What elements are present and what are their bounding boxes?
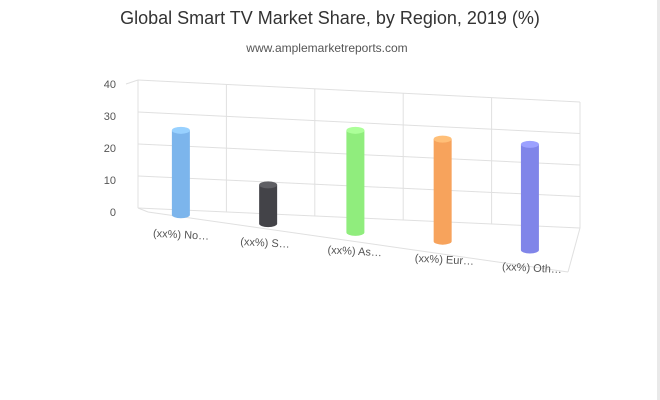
bar-body [171,130,190,219]
chart-title: Global Smart TV Market Share, by Region,… [120,8,540,28]
bar-cap [346,126,365,134]
x-tick-label: (xx%) Eur… [415,253,475,268]
x-tick-label: (xx%) No… [153,228,210,243]
bar [433,135,452,245]
bar-cap [433,135,452,143]
floor-edge [567,227,581,273]
x-tick-label: (xx%) S… [240,236,290,251]
bar [520,140,539,254]
bar-cap [171,126,190,134]
y-tick-label: 30 [104,111,116,123]
bar-body [346,130,365,236]
x-axis-labels: (xx%) No… (xx%) S… (xx%) As… (xx%) Eur… (xx%… [153,228,562,276]
page-edge-rail [657,0,660,400]
x-tick-label: (xx%) Oth… [502,261,562,276]
wall-edge [125,79,139,85]
grid-line [137,111,581,134]
bar-cap [259,181,278,189]
chart-subtitle: www.amplemarketreports.com [245,41,407,55]
bar-body [433,139,452,245]
floor-edge [137,207,149,213]
y-tick-label: 40 [104,79,116,91]
bars [171,126,539,254]
bar-body [520,144,539,254]
floor-edge [147,211,569,273]
plot-frame [125,79,581,273]
grid-line [137,79,581,103]
bar-body [259,184,278,228]
y-axis-ticks: 0 10 20 30 40 [104,79,116,219]
bar-cap [520,140,539,148]
y-tick-label: 20 [104,143,116,155]
x-tick-label: (xx%) As… [327,244,382,259]
bar [259,181,278,228]
y-tick-label: 0 [110,207,116,219]
bar [346,126,365,236]
bar [171,126,190,219]
y-tick-label: 10 [104,175,116,187]
